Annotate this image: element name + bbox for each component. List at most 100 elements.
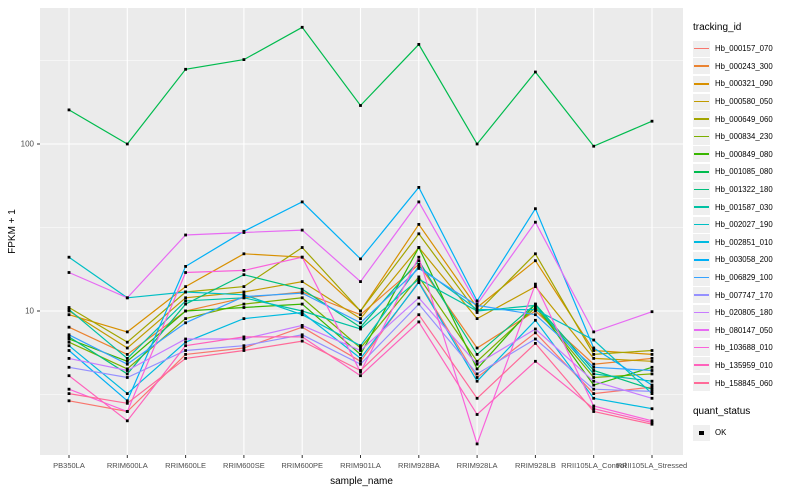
data-point <box>67 108 71 112</box>
data-point <box>650 372 654 376</box>
legend-item-label: Hb_001587_030 <box>715 202 773 212</box>
data-point <box>592 357 596 360</box>
legend-item-label: Hb_002851_010 <box>715 237 773 247</box>
data-point <box>592 369 596 372</box>
data-point <box>359 374 362 378</box>
legend-item-Hb_103688_010: Hb_103688_010 <box>693 339 800 357</box>
data-point <box>359 349 362 352</box>
legend-item-Hb_000849_080: Hb_000849_080 <box>693 146 800 164</box>
data-point <box>67 255 71 259</box>
data-point <box>67 340 71 344</box>
data-point <box>125 376 129 379</box>
data-point <box>184 309 187 313</box>
data-point <box>650 392 654 395</box>
data-point <box>359 370 362 374</box>
data-point <box>417 275 421 279</box>
legend-line-icon <box>694 329 709 331</box>
x-axis-tick-label: PB350LA <box>53 461 85 470</box>
data-point <box>650 396 654 400</box>
data-point <box>300 339 304 343</box>
data-point <box>592 330 596 334</box>
data-point <box>184 357 187 360</box>
data-point <box>650 419 654 423</box>
data-point <box>242 306 246 309</box>
legend-key-swatch <box>693 304 710 321</box>
data-point <box>184 349 187 352</box>
legend-title-tracking-id: tracking_id <box>693 22 742 33</box>
data-point <box>650 385 654 389</box>
legend-key-swatch <box>693 58 710 75</box>
legend-key-swatch <box>693 146 710 163</box>
data-point <box>475 299 479 303</box>
data-point <box>300 291 304 295</box>
data-point <box>125 419 129 423</box>
data-point <box>650 349 654 352</box>
data-point <box>184 302 187 306</box>
data-point <box>417 281 421 284</box>
data-point <box>592 376 596 379</box>
legend-item-label: Hb_001085_080 <box>715 167 773 177</box>
data-point <box>125 296 129 300</box>
data-point <box>592 379 596 383</box>
data-point <box>184 67 187 71</box>
data-point <box>300 200 304 204</box>
data-point <box>359 353 362 356</box>
data-point <box>534 308 537 311</box>
legend-line-icon <box>694 382 709 384</box>
legend-item-label: Hb_000649_060 <box>715 114 773 124</box>
data-point <box>300 325 304 329</box>
data-point <box>475 413 479 416</box>
legend-line-icon <box>694 135 709 138</box>
data-point <box>125 359 129 363</box>
data-point <box>359 327 362 331</box>
legend-key-swatch <box>693 93 710 110</box>
data-point <box>417 313 421 317</box>
data-point <box>67 357 71 360</box>
data-point <box>592 404 596 408</box>
legend-item-label: Hb_000321_090 <box>715 79 773 89</box>
data-point <box>242 302 246 306</box>
data-point <box>67 387 71 391</box>
data-point <box>359 369 362 372</box>
data-point <box>417 320 421 324</box>
data-point <box>242 269 246 272</box>
data-point <box>242 293 246 297</box>
data-point <box>300 287 304 291</box>
legend-item-label: Hb_000243_300 <box>715 61 773 71</box>
legend-key-swatch <box>693 111 710 128</box>
data-point <box>417 200 421 204</box>
legend-item-Hb_020805_180: Hb_020805_180 <box>693 304 800 322</box>
legend-item-label: Hb_135959_010 <box>715 360 773 370</box>
data-point <box>125 362 129 366</box>
x-axis-tick-label: RRIM600LE <box>165 461 206 470</box>
legend-line-icon <box>694 118 709 120</box>
legend-line-icon <box>694 364 709 367</box>
legend-quant-block: quant_status OK <box>693 406 800 442</box>
legend-key-swatch <box>693 339 710 356</box>
x-axis-tick-label: RRIM928BA <box>398 461 440 470</box>
data-point <box>417 223 421 226</box>
legend-item-label: OK <box>715 428 727 438</box>
data-point <box>534 337 537 341</box>
data-point <box>359 257 362 261</box>
x-axis-tick-label: RRIM928LA <box>457 461 498 470</box>
legend-key-swatch <box>693 357 710 374</box>
data-point <box>67 337 71 341</box>
x-axis-tick-label: RRIM600SE <box>223 461 265 470</box>
data-point <box>534 304 537 307</box>
legend-line-icon <box>694 47 709 50</box>
data-point <box>592 362 596 366</box>
legend-key-swatch <box>693 199 710 216</box>
legend-line-icon <box>694 170 709 173</box>
legend-line-icon <box>694 153 709 155</box>
data-point <box>125 392 129 395</box>
data-point <box>417 265 421 268</box>
data-point <box>359 104 362 107</box>
legend-item-label: Hb_001322_180 <box>715 185 773 195</box>
data-point <box>359 309 362 313</box>
data-point <box>242 337 246 341</box>
data-point <box>534 331 537 335</box>
legend-line-icon <box>694 311 709 314</box>
data-point <box>417 263 421 266</box>
data-point <box>592 365 596 369</box>
